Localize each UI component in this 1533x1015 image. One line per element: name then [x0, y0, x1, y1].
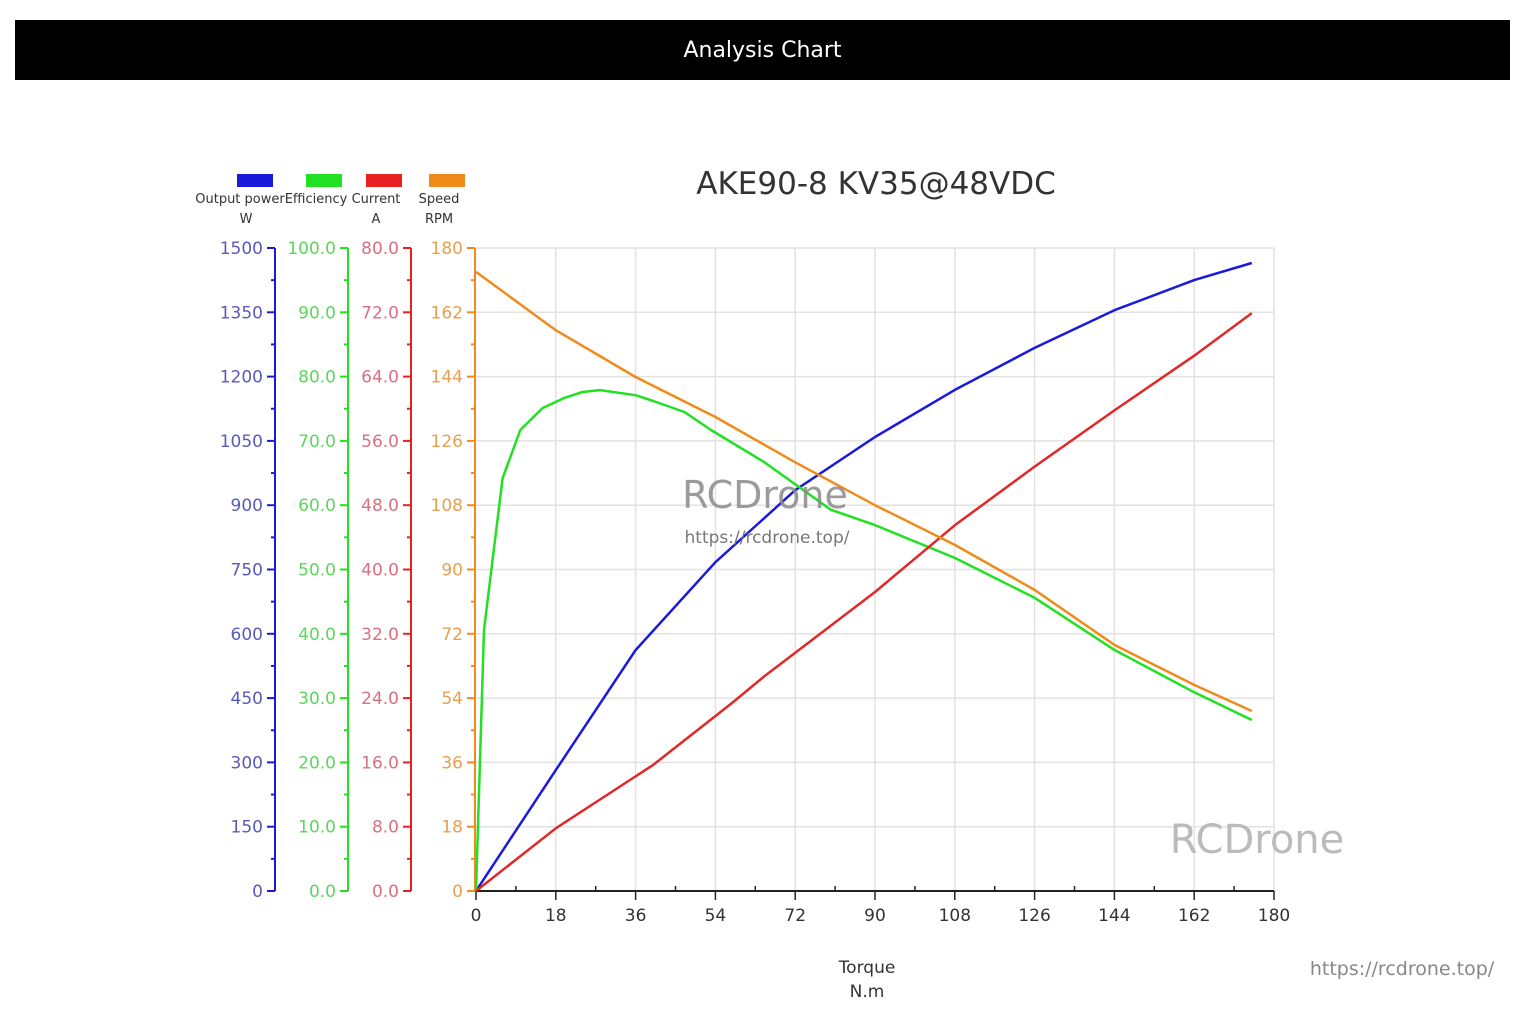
watermark-center-brand: RCDrone [682, 473, 848, 517]
series-line-efficiency [474, 388, 1253, 892]
y-tick-label: 900 [231, 496, 263, 516]
series-line-current [475, 312, 1253, 892]
y-tick-label: 126 [431, 432, 463, 452]
series-lines [474, 261, 1253, 892]
header-title: Analysis Chart [683, 37, 842, 63]
y-tick-label: 1200 [220, 368, 263, 388]
y-tick-label: 60.0 [298, 496, 336, 516]
x-tick-label: 54 [705, 906, 727, 926]
x-tick-label: 108 [939, 906, 971, 926]
y-tick-label: 0.0 [372, 882, 399, 902]
x-tick-label: 180 [1258, 906, 1290, 926]
legend-swatch-3 [429, 174, 465, 187]
y-tick-label: 0 [452, 882, 463, 902]
legend-swatch-0 [237, 174, 273, 187]
y-tick-label: 32.0 [361, 625, 399, 645]
series-line-output-power [474, 261, 1253, 892]
y-tick-label: 90.0 [298, 303, 336, 323]
watermark-corner-url: https://rcdrone.top/ [1310, 958, 1495, 980]
x-axis-unit: N.m [850, 982, 885, 1002]
y-tick-label: 56.0 [361, 432, 399, 452]
legend-unit: A [372, 212, 381, 227]
y-tick-label: 90 [441, 561, 463, 581]
x-tick-label: 18 [545, 906, 567, 926]
y-tick-label: 54 [441, 689, 463, 709]
y-tick-label: 40.0 [298, 625, 336, 645]
x-tick-label: 0 [471, 906, 482, 926]
watermark-corner-brand: RCDrone [1170, 817, 1345, 863]
y-tick-label: 750 [231, 561, 263, 581]
y-tick-label: 144 [431, 368, 463, 388]
y-tick-label: 1500 [220, 239, 263, 259]
legend-unit: RPM [425, 212, 453, 227]
y-tick-label: 72.0 [361, 303, 399, 323]
legend-label: Speed [419, 192, 460, 207]
y-tick-label: 80.0 [361, 239, 399, 259]
y-tick-label: 1350 [220, 303, 263, 323]
x-axis-label: Torque [838, 958, 896, 978]
y-tick-label: 8.0 [372, 818, 399, 838]
y-axes: 015030045060075090010501200135015000.010… [220, 239, 476, 902]
y-tick-label: 180 [431, 239, 463, 259]
legend-swatch-2 [366, 174, 402, 187]
x-tick-label: 90 [864, 906, 886, 926]
x-tick-label: 36 [625, 906, 647, 926]
y-tick-label: 30.0 [298, 689, 336, 709]
x-tick-label: 162 [1178, 906, 1210, 926]
legend-unit: W [240, 212, 253, 227]
grid: 0 18 36 54 72 90 108 126 144 162 180 [471, 247, 1290, 926]
y-tick-label: 100.0 [287, 239, 336, 259]
y-tick-label: 162 [431, 303, 463, 323]
chart-title: AKE90-8 KV35@48VDC [696, 166, 1055, 202]
x-tick-label: 72 [784, 906, 806, 926]
y-tick-label: 40.0 [361, 561, 399, 581]
y-tick-label: 20.0 [298, 753, 336, 773]
y-tick-label: 64.0 [361, 368, 399, 388]
y-tick-label: 48.0 [361, 496, 399, 516]
y-tick-label: 0.0 [309, 882, 336, 902]
y-tick-label: 108 [431, 496, 463, 516]
y-tick-label: 36 [441, 753, 463, 773]
y-tick-label: 72 [441, 625, 463, 645]
y-tick-label: 300 [231, 753, 263, 773]
y-tick-label: 450 [231, 689, 263, 709]
y-tick-label: 24.0 [361, 689, 399, 709]
y-tick-label: 0 [252, 882, 263, 902]
y-tick-label: 70.0 [298, 432, 336, 452]
watermark-center-url: https://rcdrone.top/ [685, 528, 850, 548]
y-tick-label: 80.0 [298, 368, 336, 388]
legend-label: Output power [195, 192, 285, 207]
y-tick-label: 600 [231, 625, 263, 645]
legend-label: Efficiency [285, 192, 348, 207]
legend-label: Current [352, 192, 401, 207]
x-tick-label: 144 [1098, 906, 1130, 926]
y-tick-label: 10.0 [298, 818, 336, 838]
legend-swatch-1 [306, 174, 342, 187]
legend: Output power W Efficiency Current A Speed RPM [195, 174, 465, 227]
y-tick-label: 18 [441, 818, 463, 838]
series-line-speed [475, 270, 1253, 713]
header-bar: Analysis Chart [15, 20, 1510, 80]
y-tick-label: 50.0 [298, 561, 336, 581]
y-tick-label: 1050 [220, 432, 263, 452]
x-tick-label: 126 [1018, 906, 1050, 926]
y-tick-label: 150 [231, 818, 263, 838]
y-tick-label: 16.0 [361, 753, 399, 773]
